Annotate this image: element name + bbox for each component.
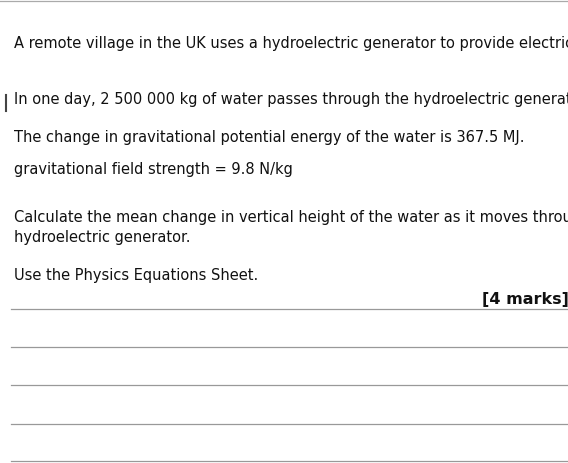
Text: In one day, 2 500 000 kg of water passes through the hydroelectric generator.: In one day, 2 500 000 kg of water passes… — [14, 92, 568, 107]
Text: Calculate the mean change in vertical height of the water as it moves through th: Calculate the mean change in vertical he… — [14, 210, 568, 225]
Text: hydroelectric generator.: hydroelectric generator. — [14, 230, 190, 244]
Text: A remote village in the UK uses a hydroelectric generator to provide electricity: A remote village in the UK uses a hydroe… — [14, 36, 568, 51]
Text: Use the Physics Equations Sheet.: Use the Physics Equations Sheet. — [14, 268, 258, 282]
Text: gravitational field strength = 9.8 N/kg: gravitational field strength = 9.8 N/kg — [14, 162, 293, 176]
Text: [4 marks]: [4 marks] — [482, 291, 568, 307]
Text: The change in gravitational potential energy of the water is 367.5 MJ.: The change in gravitational potential en… — [14, 130, 524, 144]
